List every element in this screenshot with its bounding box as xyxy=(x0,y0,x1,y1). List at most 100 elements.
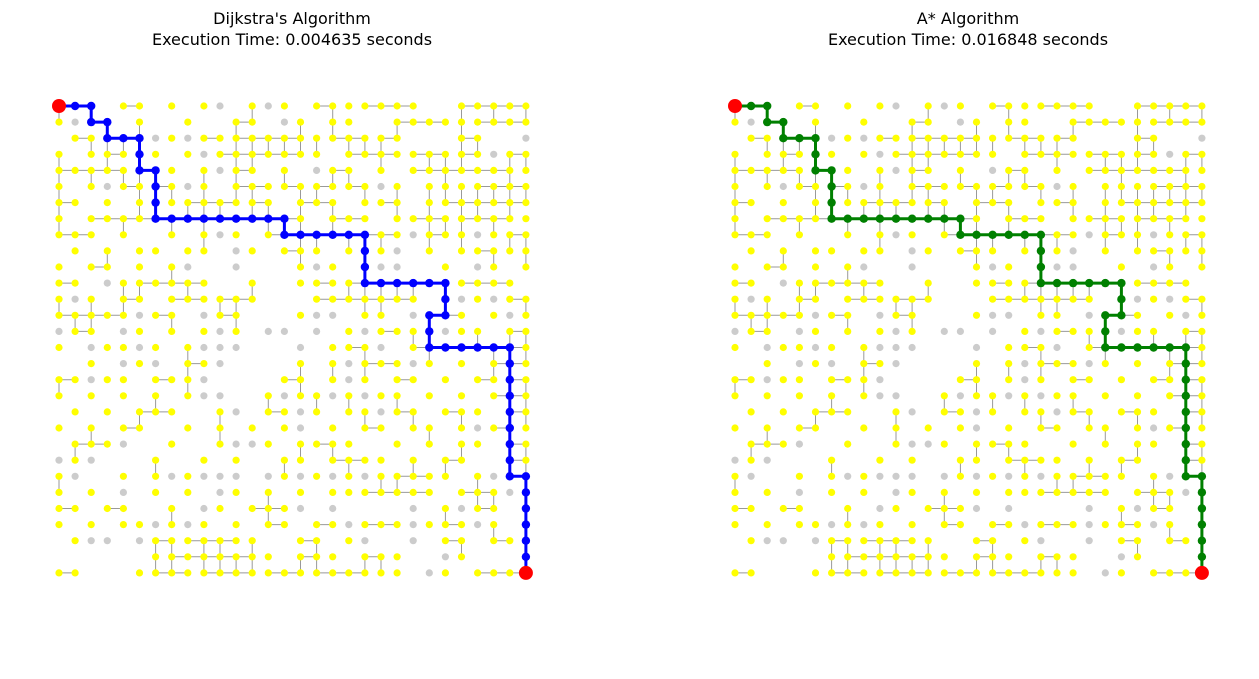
visited-node xyxy=(828,456,836,464)
unvisited-node xyxy=(296,504,305,513)
visited-node xyxy=(393,118,401,126)
visited-node xyxy=(441,456,449,464)
visited-node xyxy=(876,327,884,335)
visited-node xyxy=(490,488,498,496)
visited-node xyxy=(811,279,820,287)
visited-node xyxy=(216,311,224,319)
unvisited-node xyxy=(200,150,208,158)
visited-node xyxy=(135,279,144,287)
path-node xyxy=(1052,278,1062,288)
visited-node xyxy=(71,327,79,335)
unvisited-node xyxy=(908,472,916,480)
visited-node xyxy=(1037,311,1045,319)
path-node xyxy=(1036,246,1046,256)
visited-node xyxy=(313,537,321,545)
unvisited-node xyxy=(200,504,208,513)
visited-node xyxy=(168,134,176,142)
visited-node xyxy=(908,327,916,335)
visited-node xyxy=(811,327,820,335)
unvisited-node xyxy=(892,231,900,239)
unvisited-node xyxy=(956,327,965,335)
visited-node xyxy=(1198,231,1206,239)
visited-node xyxy=(296,376,305,384)
visited-node xyxy=(1182,295,1190,303)
path-node xyxy=(1181,391,1191,400)
path-node xyxy=(1181,456,1191,465)
visited-node xyxy=(1182,199,1190,207)
visited-node xyxy=(103,343,111,352)
path-node xyxy=(972,230,981,239)
unvisited-node xyxy=(425,569,433,577)
visited-node xyxy=(457,311,466,319)
visited-node xyxy=(1117,199,1125,207)
visited-node xyxy=(1117,166,1125,174)
visited-node xyxy=(1101,521,1109,529)
visited-node xyxy=(296,537,305,545)
nodes xyxy=(55,102,530,577)
visited-node xyxy=(313,440,321,448)
unvisited-node xyxy=(1150,231,1158,239)
visited-node xyxy=(892,553,900,561)
path-node xyxy=(1181,375,1191,384)
unvisited-node xyxy=(119,488,127,496)
visited-node xyxy=(152,343,160,352)
path-node xyxy=(1117,295,1126,304)
visited-node xyxy=(474,199,482,207)
visited-node xyxy=(924,504,932,513)
path-node xyxy=(87,101,96,111)
visited-node xyxy=(1198,327,1206,335)
unvisited-node xyxy=(296,343,305,352)
visited-node xyxy=(1101,118,1109,126)
visited-node xyxy=(345,569,353,577)
astar-title: A* Algorithm xyxy=(917,9,1019,28)
unvisited-node xyxy=(329,392,337,400)
visited-node xyxy=(1133,279,1142,287)
visited-node xyxy=(1166,215,1174,223)
visited-node xyxy=(924,199,932,207)
path-node xyxy=(360,230,370,239)
visited-node xyxy=(393,521,401,529)
visited-node xyxy=(329,424,337,432)
visited-node xyxy=(972,456,981,464)
visited-node xyxy=(393,440,401,448)
visited-node xyxy=(828,553,836,561)
visited-node xyxy=(345,150,353,158)
visited-node xyxy=(168,440,176,448)
unvisited-node xyxy=(474,521,482,529)
unvisited-node xyxy=(103,537,111,545)
visited-node xyxy=(1117,118,1125,126)
visited-node xyxy=(409,102,417,110)
visited-node xyxy=(264,488,272,496)
visited-node xyxy=(152,247,160,255)
visited-node xyxy=(168,408,176,416)
visited-node xyxy=(55,166,63,174)
visited-node xyxy=(1133,408,1142,416)
unvisited-node xyxy=(763,343,771,352)
visited-node xyxy=(506,537,514,545)
visited-node xyxy=(747,327,755,335)
visited-node xyxy=(876,199,884,207)
visited-node xyxy=(119,295,127,303)
visited-node xyxy=(232,311,240,319)
visited-node xyxy=(393,360,401,368)
visited-node xyxy=(425,215,433,223)
visited-node xyxy=(313,247,321,255)
visited-node xyxy=(844,263,852,271)
visited-node xyxy=(779,504,787,513)
visited-node xyxy=(55,199,63,207)
visited-node xyxy=(1021,343,1029,352)
visited-node xyxy=(184,247,192,255)
visited-node xyxy=(1053,360,1061,368)
visited-node xyxy=(71,569,79,577)
visited-node xyxy=(103,215,111,223)
unvisited-node xyxy=(795,327,804,335)
visited-node xyxy=(1166,263,1174,271)
unvisited-node xyxy=(1053,343,1061,352)
visited-node xyxy=(747,134,755,142)
path-node xyxy=(441,278,450,288)
visited-node xyxy=(441,472,449,480)
path-node xyxy=(103,117,112,127)
visited-node xyxy=(1005,553,1013,561)
visited-node xyxy=(860,424,868,432)
visited-node xyxy=(168,199,176,207)
